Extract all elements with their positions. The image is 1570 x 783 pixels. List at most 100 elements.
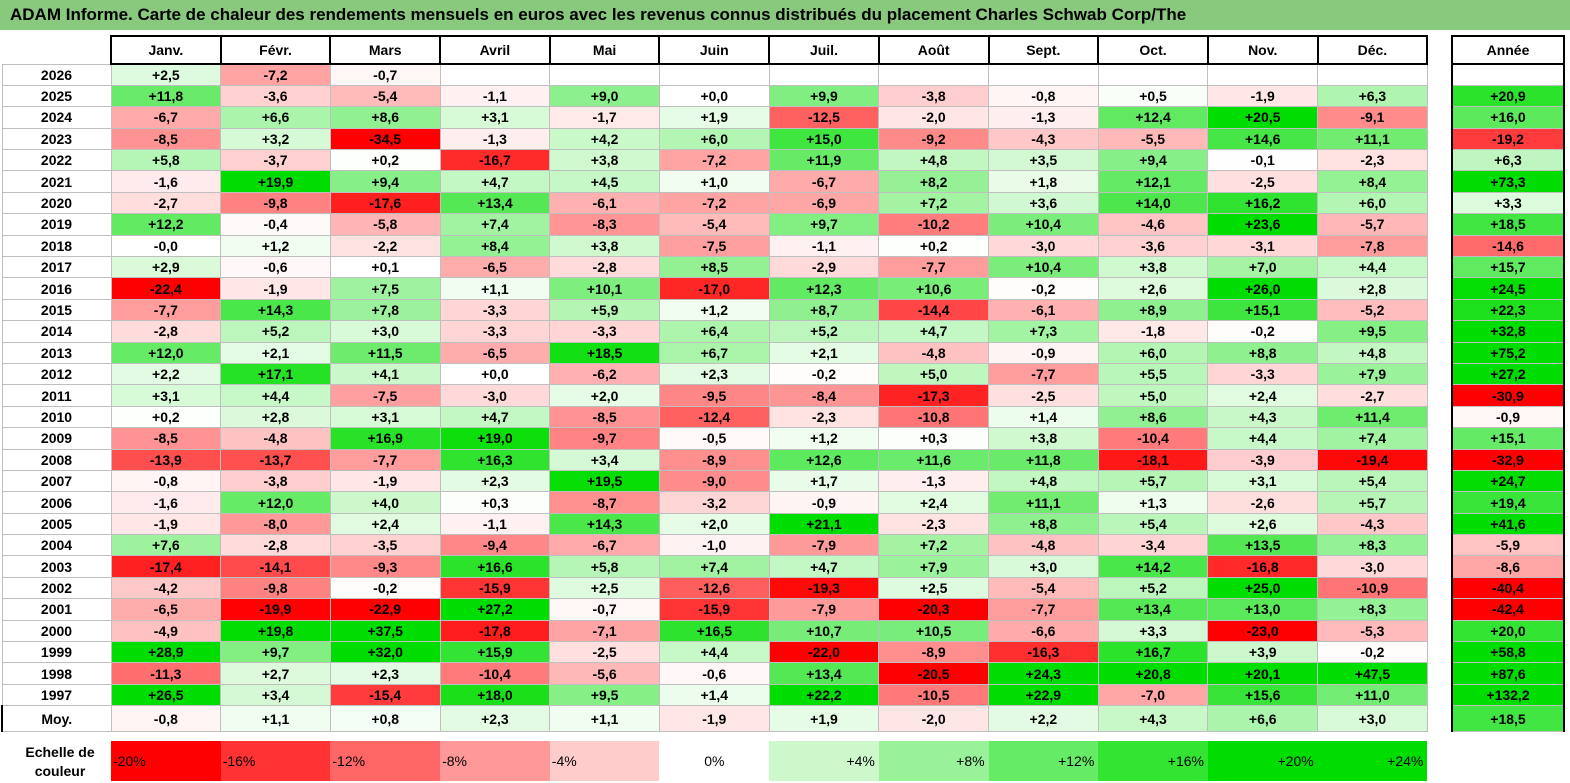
year-label: 2019 [1, 213, 112, 236]
month-return-cell: -8,7 [549, 491, 660, 514]
year-header: Année [1451, 35, 1565, 65]
color-scale-step: -20% [111, 741, 221, 781]
month-return-cell: +1,1 [220, 705, 331, 733]
month-return-cell [658, 63, 770, 86]
month-return-cell: +1,3 [1097, 491, 1209, 514]
month-return-cell: +4,4 [220, 384, 331, 407]
year-label: 2012 [1, 362, 112, 386]
month-return-cell: -6,1 [549, 191, 660, 215]
annual-return-cell: +6,3 [1451, 149, 1565, 172]
month-return-cell: -2,7 [1317, 384, 1428, 407]
year-label: 2010 [1, 405, 112, 429]
month-return-cell: +11,0 [1317, 683, 1428, 707]
month-return-cell: -3,9 [1207, 448, 1319, 471]
year-label: 2009 [1, 427, 112, 450]
year-row: 2009 -8,5 -4,8 +16,9 +19,0 -9,7 -0,5 +1,2 +0,3 +3… [1, 427, 1428, 450]
month-return-cell: -14,1 [220, 555, 331, 578]
month-return-cell: -20,3 [878, 598, 989, 621]
month-return-cell: -9,5 [658, 384, 770, 407]
month-return-cell: -6,1 [988, 298, 1099, 322]
month-return-cell: +12,6 [768, 448, 880, 471]
month-return-cell: +16,7 [1097, 641, 1209, 664]
annual-row: +24,7 [1451, 469, 1565, 493]
color-scale-label: Echelle de couleur [25, 744, 95, 779]
month-return-cell: +22,2 [768, 683, 880, 707]
month-return-cell: -3,8 [878, 84, 989, 108]
year-row: 2025 +11,8 -3,6 -5,4 -1,1 +9,0 +0,0 +9,9 -3,8 -0,… [1, 84, 1428, 108]
month-return-cell: -0,0 [110, 234, 222, 258]
month-return-cell: -4,9 [110, 619, 222, 643]
month-return-cell: -3,8 [220, 469, 331, 493]
year-row: 2012 +2,2 +17,1 +4,1 +0,0 -6,2 +2,3 -0,2 +5,0 -7,… [1, 362, 1428, 386]
month-return-cell: -23,0 [1207, 619, 1319, 643]
year-row: 2002 -4,2 -9,8 -0,2 -15,9 +2,5 -12,6 -19,3 +2,5-… [1, 576, 1428, 600]
year-row: 2026 +2,5 -7,2 -0,7 [1, 63, 1428, 86]
annual-row [1451, 63, 1565, 86]
annual-row: -42,4 [1451, 598, 1565, 621]
month-return-cell: -8,0 [220, 512, 331, 536]
month-return-cell: +13,5 [1207, 534, 1319, 557]
color-scale-step: +20% [1208, 741, 1318, 781]
month-return-cell: +7,2 [878, 534, 989, 557]
annual-return-cell: +16,0 [1451, 106, 1565, 129]
annual-row: +18,5 [1451, 213, 1565, 236]
month-return-cell: +0,0 [658, 84, 770, 108]
month-header: Janv. [110, 35, 222, 65]
month-return-cell: +4,7 [768, 555, 880, 578]
month-return-cell: +19,5 [549, 469, 660, 493]
month-return-cell: +8,5 [658, 256, 770, 279]
month-return-cell: +16,6 [439, 555, 551, 578]
month-return-cell: -0,2 [329, 576, 441, 600]
annual-return-cell: +75,2 [1451, 341, 1565, 364]
month-return-cell: -0,2 [768, 362, 880, 386]
month-return-cell: +0,2 [878, 234, 989, 258]
month-return-cell: +11,8 [988, 448, 1099, 471]
month-return-cell: +2,4 [1207, 384, 1319, 407]
month-return-cell: -7,1 [549, 619, 660, 643]
month-return-cell: -10,8 [878, 405, 989, 429]
month-return-cell: +3,1 [329, 405, 441, 429]
month-return-cell: -1,3 [439, 127, 551, 151]
month-return-cell: -2,3 [1317, 149, 1428, 172]
month-return-cell: -2,5 [988, 384, 1099, 407]
month-return-cell: +0,2 [329, 149, 441, 172]
month-return-cell: +20,1 [1207, 662, 1319, 685]
month-return-cell: +2,2 [110, 362, 222, 386]
month-return-cell: -13,9 [110, 448, 222, 471]
month-return-cell: -6,7 [549, 534, 660, 557]
month-return-cell: +8,4 [1317, 170, 1428, 193]
year-row: 2024 -6,7 +6,6 +8,6 +3,1 -1,7 +1,9 -12,5 -2,0 -1,… [1, 106, 1428, 129]
year-label: 1999 [1, 641, 112, 664]
month-return-cell: -4,8 [878, 341, 989, 364]
month-return-cell: -6,5 [439, 256, 551, 279]
month-return-cell: +17,1 [220, 362, 331, 386]
month-return-cell: +4,8 [988, 469, 1099, 493]
month-return-cell: +7,0 [1207, 256, 1319, 279]
month-return-cell: -3,3 [439, 320, 551, 343]
month-return-cell: -9,7 [549, 427, 660, 450]
month-return-cell: -11,3 [110, 662, 222, 685]
month-return-cell: -1,8 [1097, 320, 1209, 343]
month-header: Sept. [987, 35, 1100, 65]
month-return-cell: -34,5 [329, 127, 441, 151]
month-return-cell: -22,9 [329, 598, 441, 621]
month-return-cell [1097, 63, 1209, 86]
month-return-cell [439, 63, 551, 86]
month-return-cell: +5,7 [1317, 491, 1428, 514]
year-label: 2011 [1, 384, 112, 407]
year-label: 2004 [1, 534, 112, 557]
month-return-cell: +37,5 [329, 619, 441, 643]
year-row: 2018 -0,0 +1,2 -2,2 +8,4 +3,8 -7,5 -1,1 +0,2 -3,0… [1, 234, 1428, 258]
year-label: 2001 [1, 598, 112, 621]
year-row: 2007 -0,8 -3,8 -1,9 +2,3 +19,5 -9,0 +1,7 -1,3 +4,… [1, 469, 1428, 493]
month-return-cell: +3,8 [549, 234, 660, 258]
month-return-cell: -1,1 [439, 84, 551, 108]
month-return-cell: -0,9 [768, 491, 880, 514]
year-label: 2000 [1, 619, 112, 643]
month-return-cell: +5,4 [1317, 469, 1428, 493]
month-return-cell: +5,2 [768, 320, 880, 343]
month-return-cell: -3,0 [988, 234, 1099, 258]
year-row: 2019 +12,2 -0,4 -5,8 +7,4 -8,3 -5,4 +9,7 -10,2 +1… [1, 213, 1428, 236]
month-return-cell: +2,3 [439, 705, 551, 733]
year-row: 2021 -1,6 +19,9 +9,4 +4,7 +4,5 +1,0 -6,7 +8,2 +1,… [1, 170, 1428, 193]
